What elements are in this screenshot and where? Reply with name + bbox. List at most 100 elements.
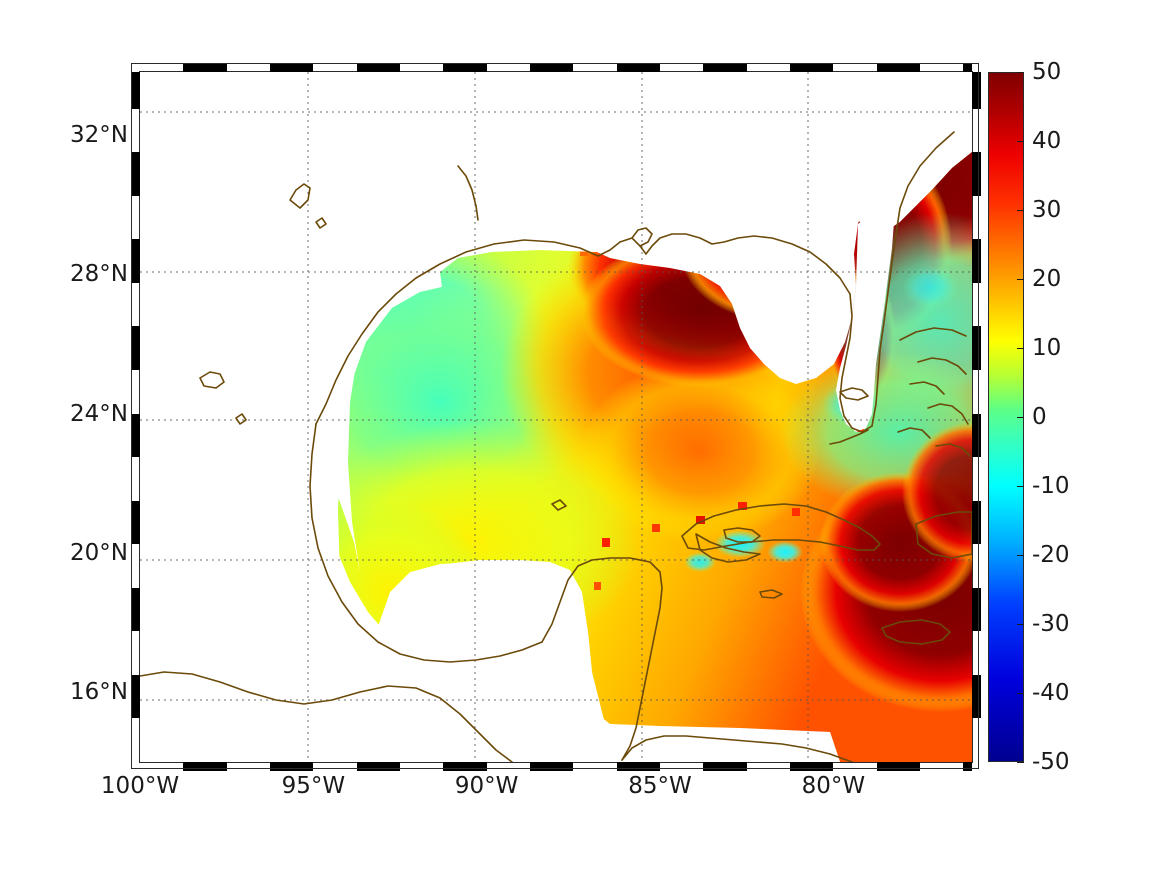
field-pixel-hot-k	[792, 508, 800, 516]
frame-checker	[530, 762, 574, 771]
coastline-bahamas-abaco	[917, 357, 967, 375]
coastline-bahamas-cat-island	[935, 443, 971, 457]
field-pixel-hot-l	[652, 524, 660, 532]
landmask-florida	[836, 214, 894, 432]
colorbar-tick-label-0: 50	[1032, 59, 1062, 85]
frame-checker	[131, 413, 140, 458]
frame-checker	[963, 762, 972, 771]
map-frame-left	[131, 63, 140, 771]
frame-checker	[972, 500, 981, 545]
colorbar-tick-9	[1017, 693, 1024, 694]
frame-checker	[183, 762, 227, 771]
coastline-cuba	[681, 503, 881, 551]
frame-checker	[131, 587, 140, 632]
colorbar-tick-label-6: -10	[1032, 473, 1070, 499]
colorbar-tick-7	[1017, 555, 1024, 556]
map-render	[140, 72, 972, 762]
landmask-north	[140, 72, 972, 422]
coastline-island-c	[457, 165, 479, 221]
frame-checker	[972, 587, 981, 632]
colorbar-tick-label-8: -30	[1032, 611, 1070, 637]
colorbar-tick-3	[1017, 279, 1024, 280]
colorbar-tick-label-3: 20	[1032, 266, 1062, 292]
colorbar[interactable]: 50 40 30 20 10 0 -10 -20 -30 -40 -50	[988, 59, 1070, 775]
coastline-island-b	[315, 217, 327, 229]
colorbar-tick-label-9: -40	[1032, 680, 1070, 706]
field-patch-loop-current-warm	[580, 362, 820, 542]
map-frame-bottom	[131, 762, 981, 771]
frame-checker	[790, 762, 834, 771]
landmask-central-america	[610, 724, 840, 762]
colorbar-tick-label-5: 0	[1032, 404, 1047, 430]
frame-checker	[703, 63, 747, 72]
frame-checker	[356, 63, 400, 72]
coastline-isle-of-youth-bay	[695, 533, 761, 563]
colorbar-tick-label-1: 40	[1032, 128, 1062, 154]
frame-checker	[972, 152, 981, 196]
y-tick-label-3: 20°N	[70, 539, 128, 566]
colorbar-tick-6	[1017, 486, 1024, 487]
coastline-layer	[140, 131, 972, 762]
coastline-bahamas-eleuthera	[927, 403, 969, 425]
colorbar-tick-10	[1017, 762, 1024, 763]
coastline-bahamas-andros	[909, 381, 945, 395]
field-pixel-hot-h	[594, 582, 601, 590]
field-patch-cuba-shelf-negative	[767, 541, 803, 563]
frame-checker	[616, 762, 660, 771]
map-plot-area[interactable]	[140, 72, 972, 762]
frame-checker	[131, 239, 140, 283]
field-patch-cape-san-antonio-negative	[684, 552, 716, 572]
y-tick-label-2: 24°N	[70, 400, 128, 427]
frame-checker	[616, 63, 660, 72]
map-frame-right	[972, 63, 981, 771]
frame-checker	[270, 762, 314, 771]
coastline-island-d	[199, 371, 225, 389]
field-pixel-hot-b	[580, 248, 588, 256]
frame-checker	[703, 762, 747, 771]
frame-checker	[131, 500, 140, 545]
frame-checker	[972, 674, 981, 719]
colorbar-tick-1	[1017, 141, 1024, 142]
x-tick-label-3: 85°W	[628, 773, 692, 799]
x-tick-label-4: 80°W	[801, 773, 866, 799]
frame-checker	[972, 72, 981, 109]
field-pixel-hot-j	[738, 502, 747, 510]
frame-checker	[443, 63, 487, 72]
frame-checker	[131, 72, 140, 109]
coastline-bahamas-grand-bahama	[899, 327, 967, 341]
coastline-island-g	[759, 589, 783, 599]
coastline-florida-east	[871, 131, 955, 427]
landmask-yucatan	[368, 560, 610, 762]
coastline-hispaniola	[915, 511, 972, 559]
x-tick-label-0: 100°W	[100, 773, 180, 799]
y-tick-label-0: 32°N	[70, 121, 128, 148]
field-pixel-hot-g	[602, 538, 610, 547]
coastline-mexico-east	[309, 423, 543, 663]
frame-checker	[131, 326, 140, 370]
colorbar-tick-label-4: 10	[1032, 335, 1062, 361]
coastline-florida-keys	[829, 429, 869, 445]
frame-checker	[972, 413, 981, 458]
frame-checker	[963, 63, 972, 72]
colorbar-tick-label-10: -50	[1032, 749, 1070, 775]
colorbar-tick-4	[1017, 348, 1024, 349]
coastline-bahamas-exuma	[897, 427, 931, 439]
frame-checker	[356, 762, 400, 771]
coastline-island-f	[551, 499, 567, 511]
frame-checker	[876, 762, 920, 771]
y-tick-label-4: 16°N	[70, 679, 128, 706]
coastline-florida-west	[839, 293, 873, 433]
frame-checker	[972, 326, 981, 370]
coastline-lake-okeechobee	[839, 387, 869, 401]
colorbar-tick-0	[1017, 72, 1024, 73]
x-tick-label-2: 90°W	[454, 773, 519, 799]
coastline-central-america	[621, 735, 853, 762]
colorbar-tick-label-7: -20	[1032, 542, 1070, 568]
field-patch-offshore-eddy-negative	[902, 265, 958, 309]
coastline-mexico-interior	[140, 671, 513, 762]
frame-checker	[131, 152, 140, 196]
coastline-mississippi-delta	[631, 227, 653, 247]
frame-checker	[270, 63, 314, 72]
map-axes[interactable]	[131, 63, 981, 771]
